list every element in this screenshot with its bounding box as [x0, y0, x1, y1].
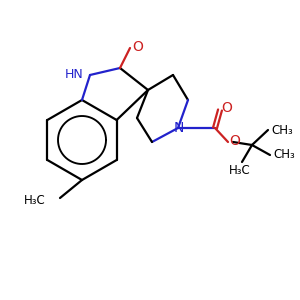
Text: H₃C: H₃C — [24, 194, 46, 206]
Text: O: O — [230, 134, 240, 148]
Text: O: O — [133, 40, 143, 54]
Text: HN: HN — [65, 68, 84, 80]
Text: H₃C: H₃C — [229, 164, 251, 176]
Text: CH₃: CH₃ — [271, 124, 293, 136]
Text: N: N — [174, 121, 184, 135]
Text: CH₃: CH₃ — [273, 148, 295, 161]
Text: O: O — [222, 101, 232, 115]
